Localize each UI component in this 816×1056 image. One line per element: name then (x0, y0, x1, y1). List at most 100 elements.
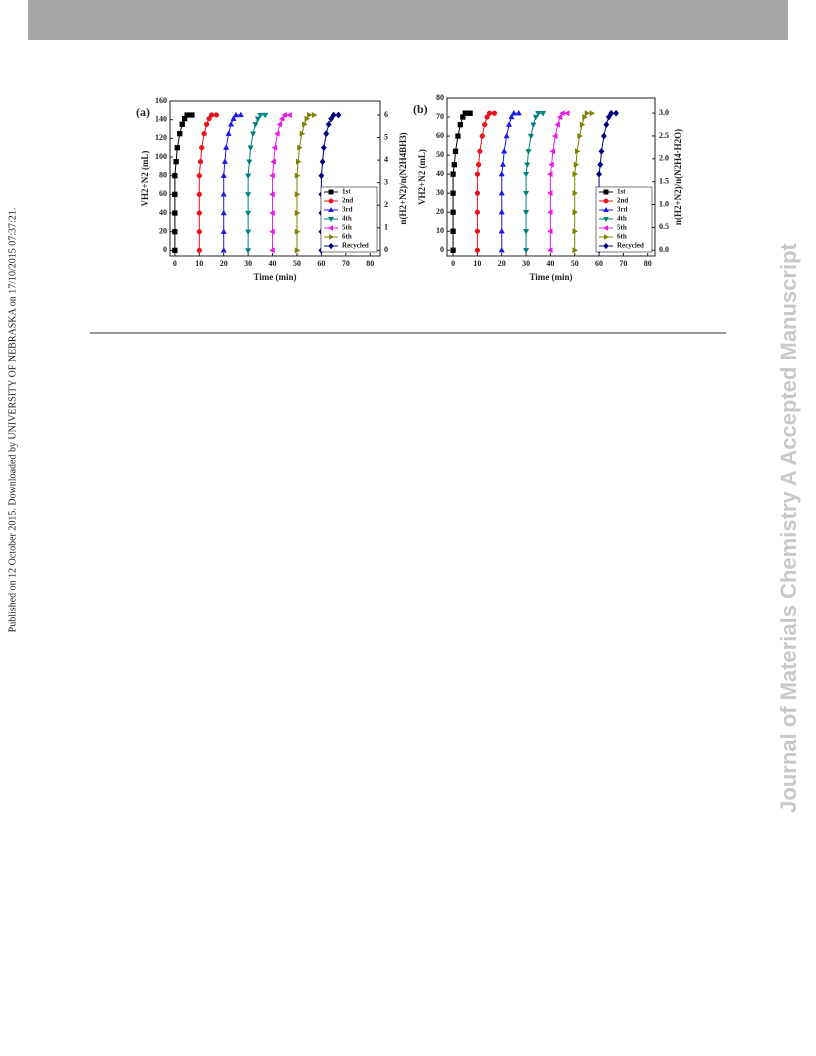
data-point (271, 144, 278, 151)
data-point (598, 147, 605, 155)
data-point (450, 228, 456, 234)
plot-frame (169, 100, 381, 257)
data-point (548, 161, 554, 168)
data-point (325, 120, 332, 128)
data-point (554, 121, 560, 128)
legend-marker (328, 216, 334, 223)
y2-tick-label: 3.0 (659, 108, 669, 117)
x-tick-label: 70 (619, 259, 627, 268)
legend-marker (603, 216, 609, 223)
data-point (197, 159, 204, 165)
y-tick-label: 70 (436, 112, 444, 121)
x-tick-label: 20 (498, 259, 506, 268)
y-tick-label: 40 (159, 208, 167, 217)
legend-label: 6th (617, 233, 627, 241)
data-point (286, 111, 292, 119)
legend-label: 4th (342, 215, 352, 223)
legend-label: Recycled (342, 242, 369, 250)
x-tick-label: 20 (220, 259, 228, 268)
legend-marker (603, 242, 609, 250)
y-tick-label: 20 (159, 227, 167, 236)
y2-tick-label: 4 (384, 155, 388, 164)
data-point (546, 190, 553, 197)
data-point (551, 133, 558, 140)
data-point (498, 246, 505, 253)
data-point (532, 114, 539, 121)
data-point (573, 161, 580, 168)
data-point (474, 171, 481, 177)
data-point (540, 111, 547, 117)
data-point (474, 247, 481, 253)
x-tick-label: 60 (595, 259, 603, 268)
data-point (245, 248, 252, 254)
data-point (474, 190, 481, 196)
data-point (608, 109, 615, 117)
data-point (294, 247, 301, 254)
data-point (220, 228, 227, 234)
data-point (479, 133, 485, 139)
legend-marker (328, 242, 334, 250)
y-tick-label: 60 (436, 131, 444, 140)
data-point (572, 209, 579, 216)
data-point (535, 111, 542, 117)
data-point (577, 133, 583, 140)
data-point (199, 145, 205, 151)
data-point (294, 172, 301, 179)
series-line (574, 112, 592, 251)
data-point (220, 246, 227, 253)
data-point (491, 110, 498, 116)
data-point (320, 144, 327, 152)
y2-tick-label: 2 (384, 200, 388, 209)
y-tick-label: 120 (155, 133, 167, 142)
data-point (172, 229, 178, 235)
legend-label: 5th (342, 224, 352, 232)
x-axis-label: Time (min) (253, 272, 296, 282)
y-tick-label: 20 (436, 207, 444, 216)
legend-label: 5th (617, 224, 627, 232)
x-tick-label: 50 (571, 259, 579, 268)
data-point (196, 173, 202, 179)
data-point (546, 209, 553, 216)
y-tick-label: 60 (159, 189, 167, 198)
data-point (499, 161, 507, 167)
data-point (546, 228, 553, 235)
data-point (299, 130, 306, 137)
data-point (203, 121, 210, 127)
data-point (498, 189, 505, 196)
y-axis-label: VH2+N2 (mL) (140, 151, 150, 207)
data-point (225, 130, 232, 136)
data-point (330, 111, 337, 119)
y-axis-label: VH2+N2 (mL) (417, 149, 427, 205)
data-point (269, 228, 275, 235)
y2-tick-label: 1.5 (659, 177, 669, 186)
y-tick-label: 160 (155, 96, 167, 105)
data-point (177, 131, 183, 137)
data-point (296, 158, 302, 165)
data-point (523, 248, 530, 254)
y2-tick-label: 1 (384, 223, 388, 232)
legend-label: 1st (342, 188, 351, 196)
data-point (270, 158, 276, 165)
data-point (605, 113, 612, 121)
x-tick-label: 60 (317, 259, 325, 268)
data-point (245, 173, 252, 180)
data-point (477, 148, 483, 154)
data-point (208, 112, 215, 118)
data-point (302, 121, 308, 128)
data-point (450, 190, 456, 196)
legend-marker (328, 234, 335, 240)
data-point (564, 110, 570, 117)
data-point (278, 115, 285, 122)
data-point (530, 122, 537, 129)
x-tick-label: 30 (522, 259, 530, 268)
data-point (574, 148, 581, 155)
y-tick-label: 80 (159, 171, 167, 180)
data-point (603, 121, 610, 129)
y2-tick-label: 0.0 (659, 245, 669, 254)
data-point (213, 112, 220, 118)
data-point (455, 133, 461, 139)
data-point (523, 229, 530, 235)
data-point (254, 116, 261, 123)
data-point (174, 145, 180, 151)
plot-frame (446, 97, 656, 257)
